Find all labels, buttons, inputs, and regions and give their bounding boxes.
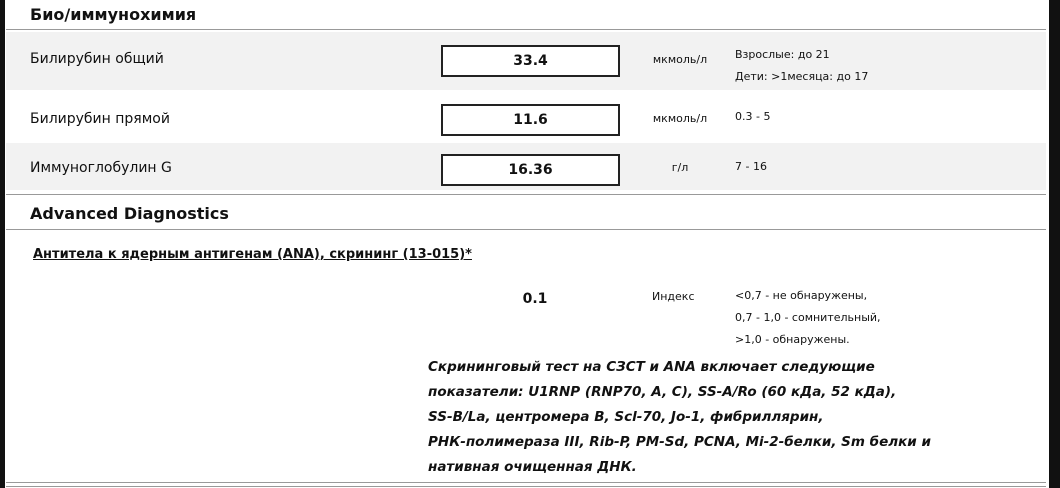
reference: <0,7 - не обнаружены, 0,7 - 1,0 - сомните… bbox=[735, 285, 881, 351]
comment-line: SS-B/La, центромера B, Scl-70, Jo-1, фиб… bbox=[428, 409, 824, 425]
result-value: 0.1 bbox=[522, 291, 548, 307]
result-value: 16.36 bbox=[441, 154, 620, 186]
right-border bbox=[1049, 0, 1060, 488]
reference-line: <0,7 - не обнаружены, bbox=[735, 289, 868, 302]
result-value: 11.6 bbox=[441, 104, 620, 136]
section-title: Био/иммунохимия bbox=[30, 5, 197, 24]
comment: Скрининговый тест на СЗСТ и ANA включает… bbox=[428, 355, 931, 480]
test-name: Иммуноглобулин G bbox=[30, 160, 172, 176]
test-name: Антитела к ядерным антигенам (ANA), скри… bbox=[33, 247, 472, 262]
reference-line: Дети: >1месяца: до 17 bbox=[735, 70, 869, 83]
unit: мкмоль/л bbox=[652, 112, 708, 125]
unit: Индекс bbox=[652, 290, 695, 303]
reference: 0.3 - 5 bbox=[735, 106, 770, 128]
divider bbox=[6, 486, 1046, 487]
reference-line: 7 - 16 bbox=[735, 160, 767, 173]
comment-line: Скрининговый тест на СЗСТ и ANA включает… bbox=[428, 359, 875, 375]
left-border bbox=[0, 0, 5, 488]
reference-line: >1,0 - обнаружены. bbox=[735, 333, 850, 346]
comment-line: показатели: U1RNP (RNP70, A, C), SS-A/Ro… bbox=[428, 384, 897, 400]
divider bbox=[6, 229, 1046, 230]
reference-line: Взрослые: до 21 bbox=[735, 48, 830, 61]
unit: г/л bbox=[671, 161, 689, 174]
test-name: Билирубин общий bbox=[30, 51, 164, 67]
reference: Взрослые: до 21 Дети: >1месяца: до 17 bbox=[735, 44, 868, 88]
reference: 7 - 16 bbox=[735, 156, 767, 178]
result-value: 33.4 bbox=[441, 45, 620, 77]
comment-line: РНК-полимераза III, Rib-P, PM-Sd, PCNA, … bbox=[428, 434, 931, 450]
section-title: Advanced Diagnostics bbox=[30, 204, 229, 223]
divider bbox=[6, 29, 1046, 30]
reference-line: 0.3 - 5 bbox=[735, 110, 771, 123]
comment-line: нативная очищенная ДНК. bbox=[428, 459, 637, 475]
divider bbox=[6, 482, 1046, 483]
unit: мкмоль/л bbox=[652, 53, 708, 66]
reference-line: 0,7 - 1,0 - сомнительный, bbox=[735, 311, 881, 324]
divider bbox=[6, 194, 1046, 195]
test-name: Билирубин прямой bbox=[30, 111, 170, 127]
